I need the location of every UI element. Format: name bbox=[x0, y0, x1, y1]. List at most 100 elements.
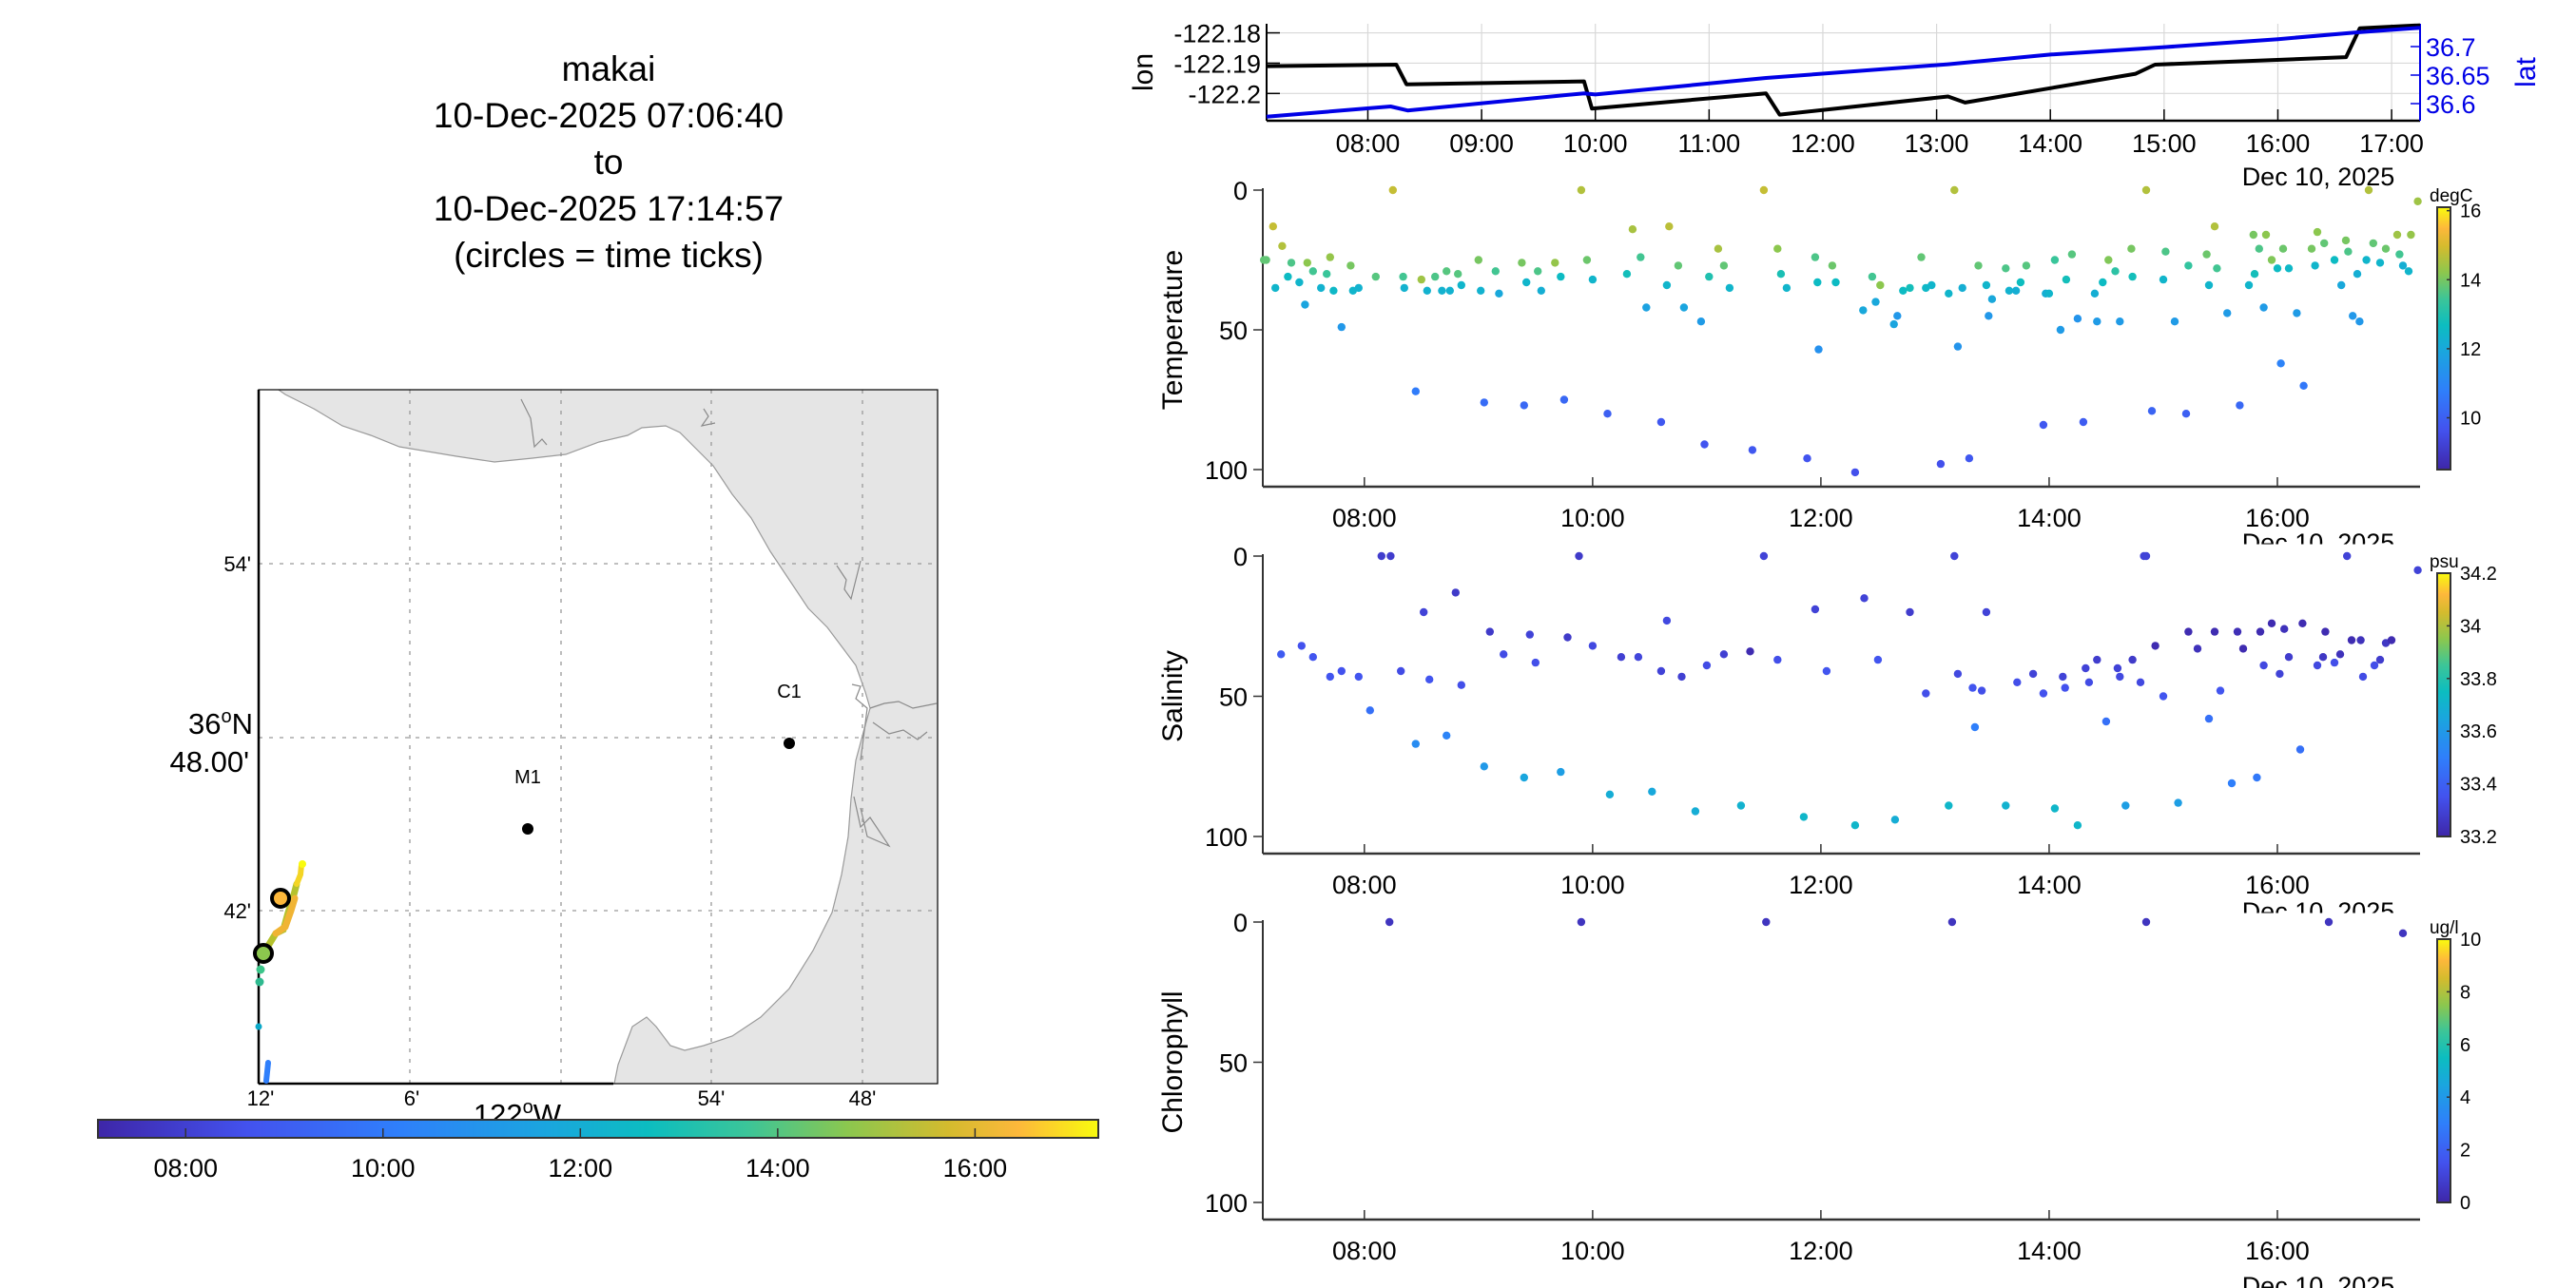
x-tick-label: 11:00 bbox=[1678, 129, 1741, 158]
data-point bbox=[2364, 185, 2373, 195]
data-point bbox=[2398, 929, 2408, 937]
data-point bbox=[2227, 779, 2237, 788]
x-tick-label: 14:00 bbox=[2017, 504, 2082, 532]
data-point bbox=[1889, 319, 1898, 329]
data-point bbox=[2236, 401, 2244, 410]
date-label: Dec 10, 2025 bbox=[2242, 897, 2395, 926]
data-point bbox=[1822, 666, 1831, 676]
data-point bbox=[2355, 317, 2364, 326]
x-tick-label: 14:00 bbox=[2017, 1237, 2082, 1265]
data-point bbox=[2256, 627, 2265, 636]
time-tick-circle bbox=[253, 943, 274, 964]
x-tick-label: 09:00 bbox=[1449, 129, 1514, 158]
data-point bbox=[1927, 280, 1936, 290]
x-tick-label: 12:00 bbox=[1791, 129, 1855, 158]
data-point bbox=[2136, 678, 2145, 686]
data-point bbox=[1748, 446, 1757, 454]
y-tick-label: 100 bbox=[1205, 823, 1248, 852]
data-point bbox=[1906, 283, 1914, 293]
data-point bbox=[2413, 197, 2422, 205]
river-3 bbox=[836, 560, 862, 601]
data-point bbox=[1588, 642, 1598, 650]
y-tick-label: 50 bbox=[1219, 317, 1248, 345]
lon-tick-label: 12' bbox=[247, 1086, 275, 1110]
data-point bbox=[2313, 227, 2322, 237]
station-m1: M1 bbox=[514, 767, 541, 835]
data-point bbox=[1674, 261, 1683, 270]
data-point bbox=[2249, 230, 2257, 240]
data-point bbox=[1297, 642, 1307, 650]
map-grid bbox=[259, 390, 938, 1084]
data-point bbox=[1719, 650, 1729, 659]
data-point bbox=[1582, 256, 1592, 264]
data-point bbox=[2141, 185, 2151, 195]
data-point bbox=[1958, 283, 1966, 293]
data-point bbox=[1557, 272, 1565, 281]
data-point bbox=[1637, 253, 1645, 261]
title-note: (circles = time ticks) bbox=[454, 236, 764, 275]
data-point bbox=[1326, 253, 1335, 261]
x-tick-label: 10:00 bbox=[1560, 1237, 1625, 1265]
data-point bbox=[2093, 655, 2101, 664]
data-point bbox=[1982, 607, 1991, 617]
data-point bbox=[1323, 270, 1331, 279]
data-point bbox=[1337, 666, 1346, 676]
data-point bbox=[2044, 289, 2054, 298]
data-point bbox=[2013, 678, 2022, 686]
lon-tick-label: 6' bbox=[404, 1086, 419, 1110]
data-point bbox=[1953, 669, 1963, 679]
data-point bbox=[1337, 322, 1346, 332]
x-tick-label: 08:00 bbox=[1336, 129, 1401, 158]
data-point bbox=[2362, 256, 2371, 264]
data-point bbox=[2253, 773, 2261, 782]
x-tick-label: 10:00 bbox=[1563, 129, 1628, 158]
data-point bbox=[2259, 303, 2268, 312]
data-point bbox=[2255, 244, 2263, 253]
data-point bbox=[1813, 278, 1822, 287]
data-point bbox=[2090, 289, 2100, 298]
y-tick-label: 0 bbox=[1233, 543, 1248, 571]
track-point bbox=[256, 965, 265, 974]
data-point bbox=[1762, 917, 1771, 927]
data-point bbox=[1899, 286, 1908, 295]
data-point bbox=[1953, 342, 1963, 351]
data-point bbox=[1411, 387, 1421, 395]
data-point bbox=[1871, 298, 1880, 306]
data-point bbox=[2141, 917, 2151, 927]
data-point bbox=[2250, 270, 2259, 279]
data-point bbox=[2039, 689, 2048, 698]
colorbar-tick-label: 8 bbox=[2460, 982, 2470, 1003]
track-segment bbox=[294, 862, 304, 887]
land-north bbox=[277, 390, 938, 1084]
data-point bbox=[2298, 619, 2307, 627]
data-point bbox=[2056, 325, 2065, 335]
data-point bbox=[2324, 917, 2334, 927]
data-point bbox=[2413, 566, 2422, 574]
x-tick-label: 16:00 bbox=[2245, 871, 2310, 899]
y-right-label: lat bbox=[2510, 56, 2542, 87]
data-point bbox=[2321, 627, 2330, 636]
data-point bbox=[1970, 722, 1980, 732]
data-point bbox=[1782, 283, 1792, 293]
data-point bbox=[1354, 672, 1364, 682]
data-point bbox=[2099, 278, 2107, 287]
time-colorbar: 08:00 10:00 12:00 14:00 16:00 bbox=[97, 1119, 1099, 1182]
data-point bbox=[1603, 410, 1612, 418]
data-point bbox=[1906, 607, 1914, 617]
data-point bbox=[1828, 261, 1837, 270]
colorbar bbox=[2436, 572, 2451, 837]
data-point bbox=[1890, 816, 1900, 824]
data-point bbox=[1736, 801, 1746, 810]
y-axis-label: Temperature bbox=[1157, 250, 1189, 410]
data-point bbox=[2223, 309, 2232, 317]
colorbar-unit-label: psu bbox=[2430, 552, 2459, 572]
data-point bbox=[2127, 244, 2136, 253]
data-point bbox=[2395, 250, 2404, 259]
data-point bbox=[2369, 239, 2377, 248]
data-point bbox=[2320, 239, 2329, 248]
data-point bbox=[1377, 551, 1386, 561]
data-point bbox=[1397, 666, 1405, 676]
glider-track bbox=[253, 860, 306, 1084]
data-point bbox=[2093, 317, 2101, 326]
